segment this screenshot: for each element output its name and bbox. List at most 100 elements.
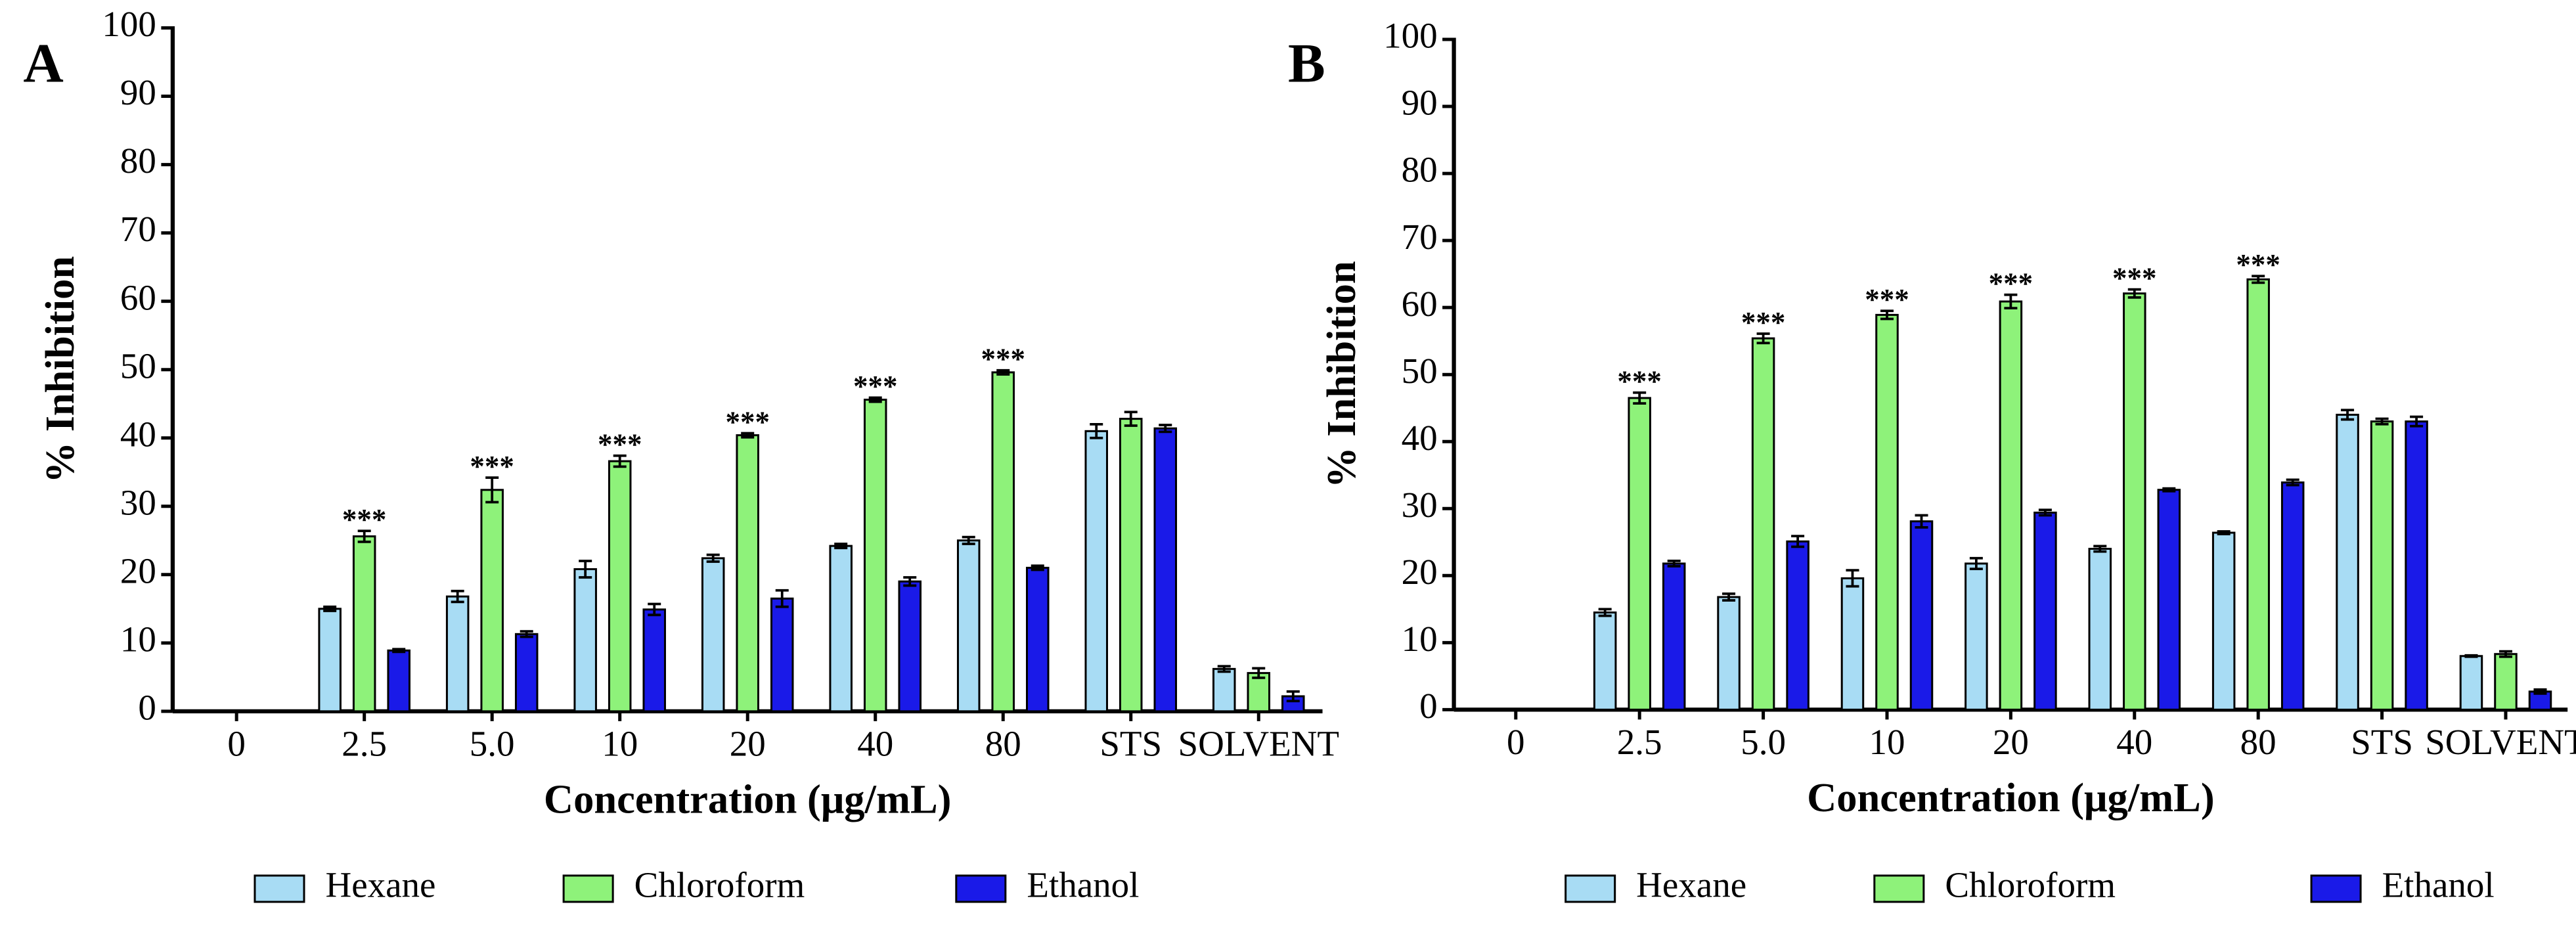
error-bar: [579, 560, 592, 579]
legend-swatch: [1565, 874, 1616, 903]
error-bar: [648, 602, 661, 617]
bar: [2336, 413, 2359, 711]
bar: [2405, 420, 2428, 711]
error-bar: [451, 589, 464, 604]
y-tick-label: 10: [1402, 619, 1438, 659]
bar: [318, 608, 342, 713]
error-bar: [2127, 288, 2141, 299]
bar: [2211, 531, 2236, 711]
x-tick-label: 2.5: [1617, 722, 1662, 762]
y-tick-label: 70: [1402, 217, 1438, 257]
chart-panel: A 0 10 20 30 40 50 60 70 80 90 100 0 2.5 *** 5.0 *** 10 **…: [23, 4, 1339, 904]
significance-label: ***: [470, 450, 514, 483]
bar: [2459, 655, 2483, 711]
y-tick-label: 50: [1402, 351, 1438, 391]
x-tick-label: SOLVENT: [2425, 722, 2576, 762]
error-bar: [706, 553, 720, 563]
error-bar: [962, 535, 975, 545]
x-tick-label: 20: [1993, 722, 2029, 762]
y-tick-label: 100: [1383, 16, 1438, 56]
bar: [2088, 547, 2112, 711]
y-tick-label: 100: [102, 4, 156, 44]
error-bar: [2162, 487, 2176, 493]
y-tick-label: 40: [120, 414, 156, 454]
x-tick-label: 0: [1507, 722, 1525, 762]
bar: [898, 580, 922, 713]
error-bar: [2498, 650, 2512, 658]
bar: [1875, 313, 1899, 711]
x-tick-label: SOLVENT: [1178, 724, 1340, 764]
error-bar: [1915, 514, 1928, 529]
legend-label: Chloroform: [634, 865, 805, 905]
error-bar: [2252, 275, 2265, 284]
legend-label: Chloroform: [1945, 865, 2116, 905]
bar: [2280, 481, 2305, 711]
y-tick-label: 90: [120, 72, 156, 112]
bar: [1999, 300, 2023, 711]
bar: [1662, 562, 1686, 711]
bar: [1628, 397, 1651, 711]
bar: [387, 649, 411, 713]
error-bar: [323, 605, 337, 612]
bar: [514, 633, 539, 713]
error-bar: [741, 432, 755, 439]
error-bar: [1756, 332, 1770, 345]
bar: [2370, 420, 2394, 711]
x-tick-label: STS: [2351, 722, 2413, 762]
significance-label: ***: [1865, 283, 1909, 316]
error-bar: [1633, 391, 1647, 405]
bar: [2494, 653, 2518, 711]
x-tick-label: 40: [857, 724, 893, 764]
bar: [829, 545, 853, 713]
legend-swatch: [562, 874, 614, 903]
bar: [863, 398, 887, 713]
x-tick-label: 80: [985, 724, 1021, 764]
y-tick-label: 80: [1402, 150, 1438, 190]
error-bar: [2286, 478, 2299, 487]
x-tick-label: 5.0: [470, 724, 515, 764]
bar: [573, 568, 597, 713]
error-bar: [1159, 424, 1172, 434]
bar: [1119, 418, 1143, 713]
error-bar: [1880, 309, 1894, 321]
bar: [445, 595, 470, 713]
y-tick-label: 90: [1402, 83, 1438, 123]
bar: [701, 557, 725, 713]
error-bar: [868, 396, 882, 403]
legend-label: Ethanol: [1027, 865, 1139, 905]
x-axis-title: Concentration (μg/mL): [1807, 774, 2215, 820]
legend-label: Ethanol: [2382, 865, 2495, 905]
error-bar: [1124, 411, 1138, 427]
bar: [2123, 292, 2146, 711]
bar: [642, 608, 666, 713]
error-bar: [1969, 556, 1983, 570]
x-tick-label: 0: [227, 724, 246, 764]
significance-label: ***: [853, 370, 898, 403]
error-bar: [2038, 508, 2052, 517]
error-bar: [1286, 690, 1300, 703]
significance-label: ***: [1617, 365, 1662, 398]
panel-label: A: [23, 33, 63, 95]
bar: [352, 535, 376, 713]
error-bar: [2217, 530, 2231, 535]
panel-label: B: [1288, 33, 1325, 95]
significance-label: ***: [342, 503, 386, 536]
significance-label: ***: [2112, 261, 2157, 294]
error-bar: [2341, 409, 2355, 421]
error-bar: [2533, 688, 2547, 695]
error-bar: [1217, 665, 1231, 673]
error-bar: [2410, 415, 2424, 428]
error-bar: [392, 648, 406, 654]
legend-swatch: [955, 874, 1007, 903]
y-tick-label: 50: [120, 346, 156, 386]
bar: [736, 434, 759, 713]
error-bar: [1598, 608, 1612, 617]
error-bar: [1722, 592, 1736, 602]
y-tick-label: 70: [120, 209, 156, 249]
bar: [956, 539, 981, 713]
error-bar: [1090, 423, 1103, 439]
y-axis-title: % Inhibition: [37, 256, 83, 483]
error-bar: [834, 543, 848, 550]
